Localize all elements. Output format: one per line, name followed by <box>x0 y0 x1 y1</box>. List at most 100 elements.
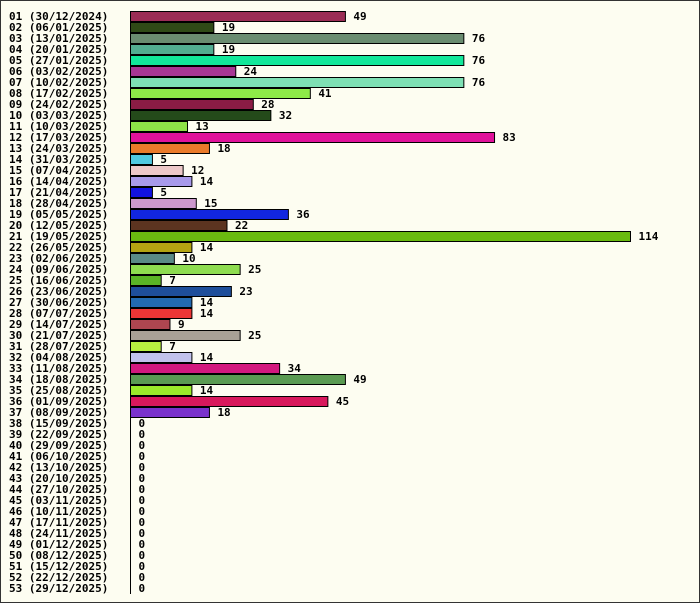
category-label: 07 (10/02/2025) <box>9 76 108 89</box>
category-label: 33 (11/08/2025) <box>9 362 108 375</box>
category-label: 45 (03/11/2025) <box>9 494 108 507</box>
category-label: 34 (18/08/2025) <box>9 373 108 386</box>
category-label: 35 (25/08/2025) <box>9 384 108 397</box>
bar <box>130 396 329 407</box>
category-label: 12 (17/03/2025) <box>9 131 108 144</box>
bar <box>130 33 465 44</box>
bar <box>130 352 193 363</box>
category-label: 38 (15/09/2025) <box>9 417 108 430</box>
bar <box>130 297 193 308</box>
bar <box>130 253 175 264</box>
value-label: 12 <box>191 164 204 177</box>
category-label: 13 (24/03/2025) <box>9 142 108 155</box>
value-label: 19 <box>222 43 235 56</box>
bar <box>130 341 162 352</box>
value-label: 14 <box>200 296 214 309</box>
value-label: 0 <box>139 494 146 507</box>
value-label: 0 <box>139 483 146 496</box>
value-label: 14 <box>200 384 214 397</box>
category-label: 46 (10/11/2025) <box>9 505 108 518</box>
category-label: 52 (22/12/2025) <box>9 571 108 584</box>
value-label: 76 <box>472 54 486 67</box>
bar <box>130 176 193 187</box>
category-label: 48 (24/11/2025) <box>9 527 108 540</box>
value-label: 45 <box>336 395 349 408</box>
value-label: 7 <box>169 274 176 287</box>
category-label: 44 (27/10/2025) <box>9 483 108 496</box>
category-label: 02 (06/01/2025) <box>9 21 108 34</box>
bar <box>130 66 237 77</box>
value-label: 9 <box>178 318 185 331</box>
bar <box>130 374 346 385</box>
category-label: 20 (12/05/2025) <box>9 219 108 232</box>
bars <box>130 11 631 418</box>
value-label: 114 <box>639 230 659 243</box>
category-label: 49 (01/12/2025) <box>9 538 108 551</box>
value-label: 24 <box>244 65 258 78</box>
bar <box>130 275 162 286</box>
category-label: 04 (20/01/2025) <box>9 43 108 56</box>
value-label: 0 <box>139 582 146 595</box>
value-label: 10 <box>182 252 195 265</box>
value-label: 23 <box>239 285 252 298</box>
bar <box>130 264 241 275</box>
value-label: 0 <box>139 571 146 584</box>
bar <box>130 110 272 121</box>
value-label: 34 <box>288 362 302 375</box>
bar <box>130 286 232 297</box>
value-label: 0 <box>139 505 146 518</box>
category-label: 50 (08/12/2025) <box>9 549 108 562</box>
category-label: 39 (22/09/2025) <box>9 428 108 441</box>
value-label: 14 <box>200 241 214 254</box>
value-label: 83 <box>503 131 516 144</box>
category-label: 17 (21/04/2025) <box>9 186 108 199</box>
value-label: 15 <box>204 197 217 210</box>
category-label: 25 (16/06/2025) <box>9 274 108 287</box>
category-label: 32 (04/08/2025) <box>9 351 108 364</box>
value-label: 14 <box>200 307 214 320</box>
bar <box>130 187 153 198</box>
value-label: 0 <box>139 527 146 540</box>
category-label: 29 (14/07/2025) <box>9 318 108 331</box>
value-label: 49 <box>353 10 366 23</box>
value-label: 49 <box>353 373 366 386</box>
category-label: 11 (10/03/2025) <box>9 120 108 133</box>
value-label: 25 <box>248 329 261 342</box>
category-label: 08 (17/02/2025) <box>9 87 108 100</box>
category-label: 40 (29/09/2025) <box>9 439 108 452</box>
bar <box>130 363 281 374</box>
value-labels: 4919761976247641283213831851214515362211… <box>139 10 659 595</box>
bar <box>130 385 193 396</box>
value-label: 18 <box>217 406 230 419</box>
bar <box>130 55 465 66</box>
category-label: 27 (30/06/2025) <box>9 296 108 309</box>
bar <box>130 88 311 99</box>
category-label: 30 (21/07/2025) <box>9 329 108 342</box>
category-label: 09 (24/02/2025) <box>9 98 108 111</box>
value-label: 0 <box>139 417 146 430</box>
bar <box>130 11 346 22</box>
value-label: 14 <box>200 175 214 188</box>
bar <box>130 143 210 154</box>
category-label: 05 (27/01/2025) <box>9 54 108 67</box>
bar <box>130 99 254 110</box>
value-label: 41 <box>318 87 332 100</box>
bar <box>130 132 496 143</box>
category-label: 18 (28/04/2025) <box>9 197 108 210</box>
value-label: 5 <box>160 153 167 166</box>
category-label: 10 (03/03/2025) <box>9 109 108 122</box>
category-label: 14 (31/03/2025) <box>9 153 108 166</box>
category-label: 53 (29/12/2025) <box>9 582 108 595</box>
value-label: 0 <box>139 461 146 474</box>
category-label: 42 (13/10/2025) <box>9 461 108 474</box>
value-label: 76 <box>472 32 486 45</box>
value-label: 18 <box>217 142 230 155</box>
category-label: 28 (07/07/2025) <box>9 307 108 320</box>
category-label: 01 (30/12/2024) <box>9 10 108 23</box>
value-label: 19 <box>222 21 235 34</box>
category-label: 37 (08/09/2025) <box>9 406 108 419</box>
bar <box>130 407 210 418</box>
bar <box>130 44 215 55</box>
